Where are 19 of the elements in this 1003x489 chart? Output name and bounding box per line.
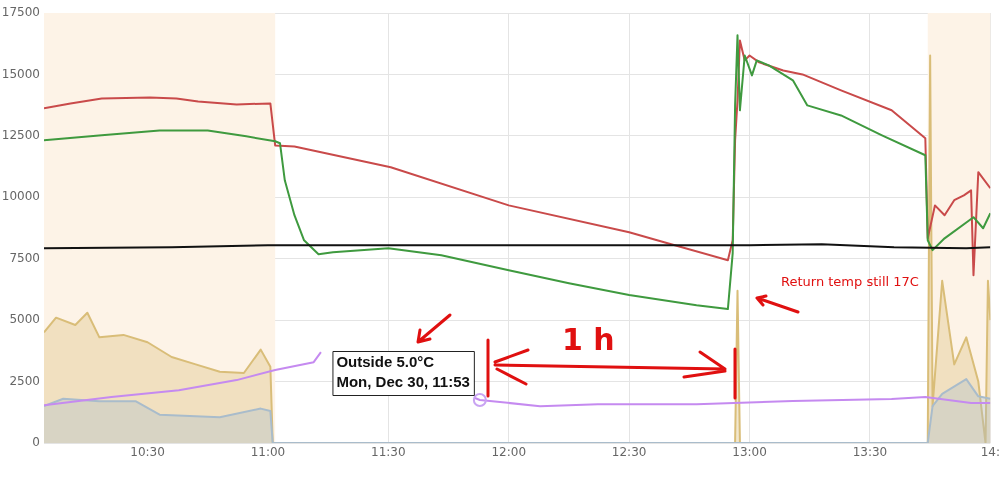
y-tick-label: 17500	[1, 5, 40, 20]
x-tick-label: 14:	[980, 445, 1000, 460]
annotation: Outside 5.0°C Mon, Dec 30, 11:53	[336, 353, 470, 391]
y-tick-label: 7500	[9, 250, 40, 265]
annotation: 1 h	[562, 322, 615, 357]
y-tick-label: 15000	[1, 66, 40, 81]
y-tick-label: 2500	[9, 373, 40, 388]
x-tick-label: 13:30	[852, 445, 888, 460]
x-tick-label: 11:00	[250, 445, 286, 460]
x-tick-label: 10:30	[130, 445, 165, 460]
annotation: Return temp still 17C	[781, 274, 919, 289]
y-tick-label: 5000	[9, 312, 40, 327]
y-tick-label: 12500	[1, 127, 40, 142]
x-tick-label: 13:00	[732, 445, 767, 460]
x-tick-label: 12:00	[491, 445, 527, 460]
y-tick-label: 10000	[1, 189, 40, 204]
y-tick-label: 0	[32, 435, 40, 450]
x-tick-label: 12:30	[611, 445, 647, 460]
x-tick-label: 11:30	[371, 445, 406, 460]
